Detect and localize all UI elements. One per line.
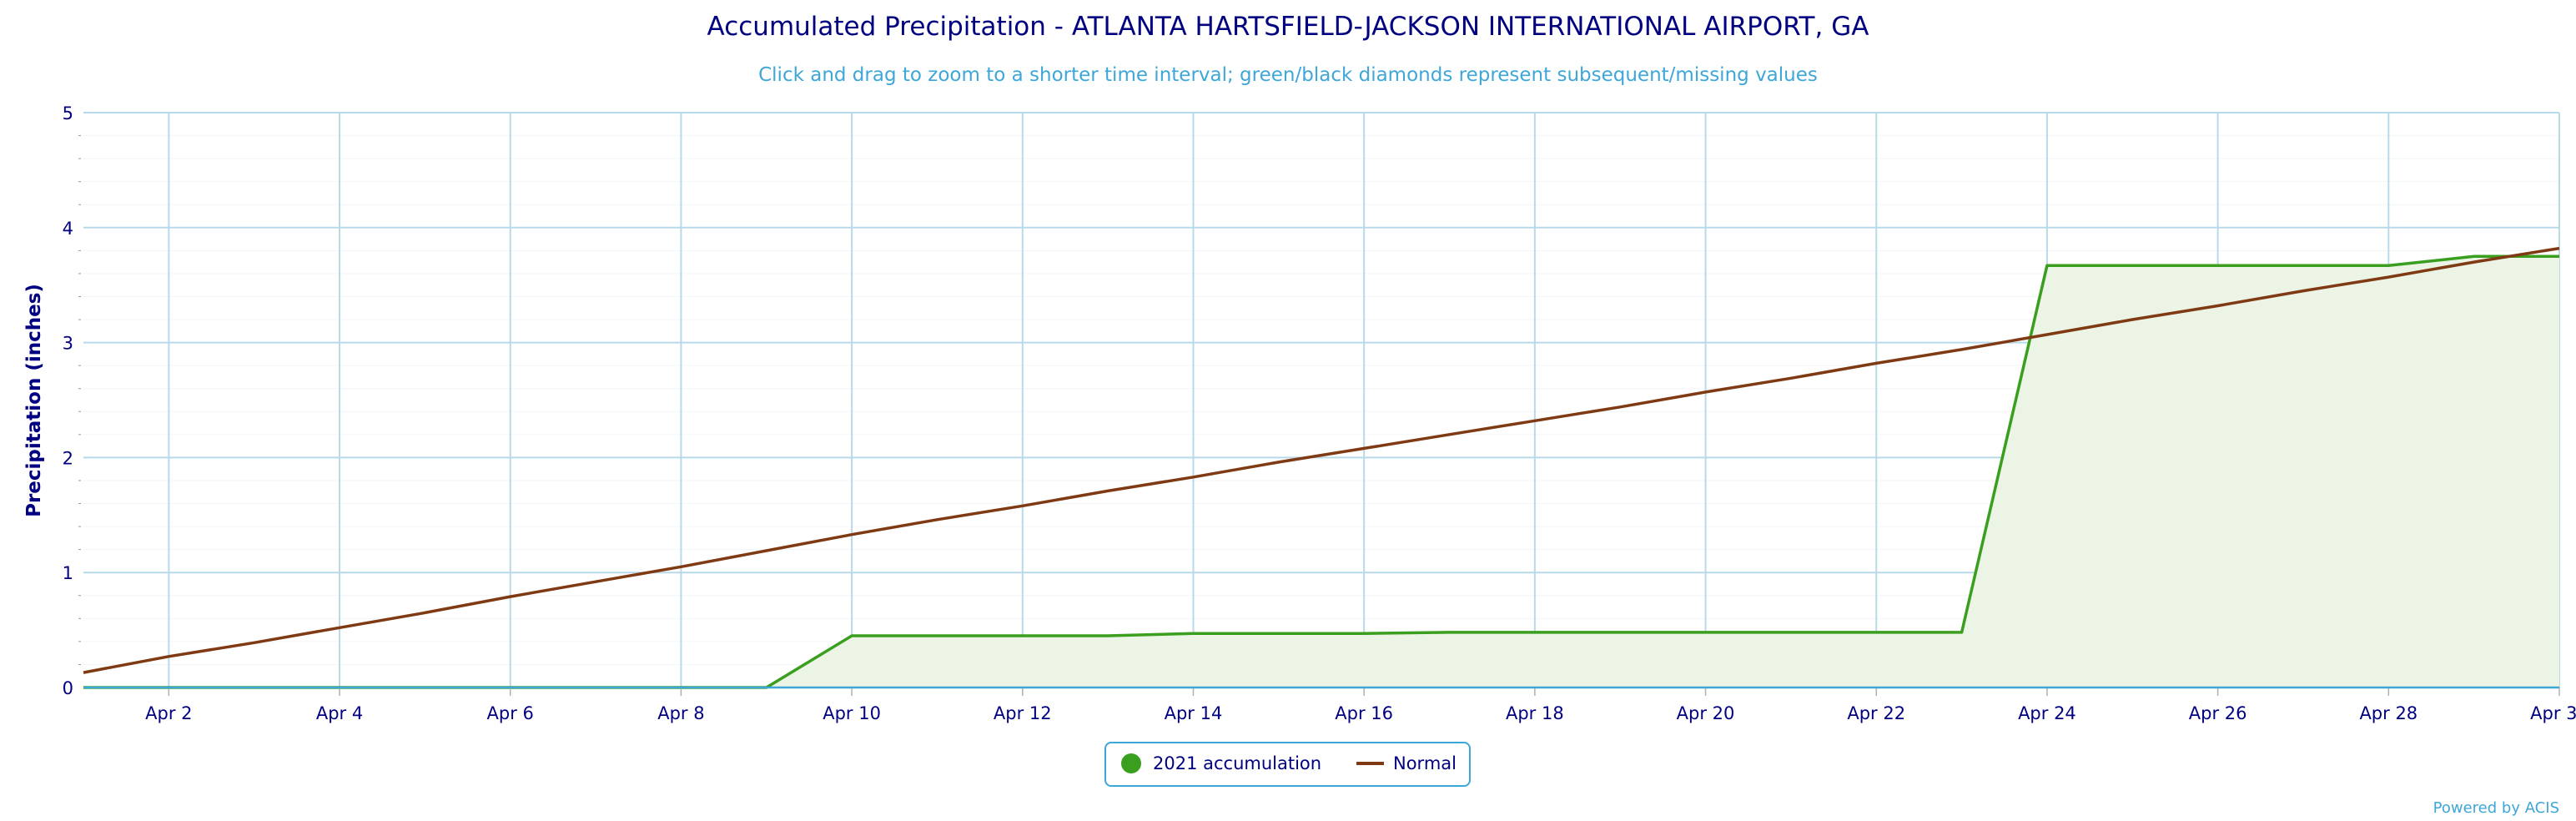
x-tick-label: Apr 26 <box>2189 703 2247 723</box>
y-tick-label: 1 <box>63 563 73 583</box>
legend-box <box>1104 742 1471 787</box>
accumulation-area-layer <box>83 256 2559 688</box>
credit-link[interactable]: Powered by ACIS <box>2433 799 2559 817</box>
y-tick-label: 4 <box>63 219 73 239</box>
y-axis-label: Precipitation (inches) <box>23 284 45 517</box>
y-tick-label: 5 <box>63 103 73 123</box>
legend-marker-2021-accumulation <box>1121 753 1141 773</box>
legend-label-2021-accumulation: 2021 accumulation <box>1153 753 1321 773</box>
x-tick-label: Apr 10 <box>823 703 881 723</box>
x-tick-label: Apr 30 <box>2530 703 2576 723</box>
chart-subtitle: Click and drag to zoom to a shorter time… <box>758 64 1818 86</box>
x-tick-label: Apr 22 <box>1847 703 1905 723</box>
chart-title: Accumulated Precipitation - ATLANTA HART… <box>707 12 1869 42</box>
x-tick-label: Apr 18 <box>1506 703 1564 723</box>
x-tick-label: Apr 2 <box>145 703 192 723</box>
x-tick-label: Apr 12 <box>994 703 1052 723</box>
x-tick-label: Apr 6 <box>487 703 534 723</box>
y-tick-label: 3 <box>63 334 73 354</box>
x-tick-label: Apr 20 <box>1677 703 1735 723</box>
x-tick-label: Apr 4 <box>316 703 363 723</box>
y-tick-label: 2 <box>63 448 73 468</box>
x-tick-label: Apr 24 <box>2018 703 2076 723</box>
legend-item-normal[interactable]: Normal <box>1356 753 1457 773</box>
axes: 0 1 2 3 4 5 Apr 2 Apr 4 Apr 6 Apr 8 Apr 10 Apr 12 Ap… <box>63 103 2576 723</box>
y-tick-label: 0 <box>63 678 73 698</box>
area-fill-2021-accumulation <box>83 256 2559 688</box>
x-tick-label: Apr 8 <box>657 703 704 723</box>
legend[interactable]: 2021 accumulation Normal <box>1104 742 1471 787</box>
x-tick-label: Apr 14 <box>1165 703 1223 723</box>
legend-label-normal: Normal <box>1393 753 1457 773</box>
series-line-normal[interactable] <box>83 246 2560 674</box>
legend-item-2021-accumulation[interactable]: 2021 accumulation <box>1121 753 1321 773</box>
x-tick-label: Apr 28 <box>2359 703 2418 723</box>
x-tick-label: Apr 16 <box>1335 703 1393 723</box>
